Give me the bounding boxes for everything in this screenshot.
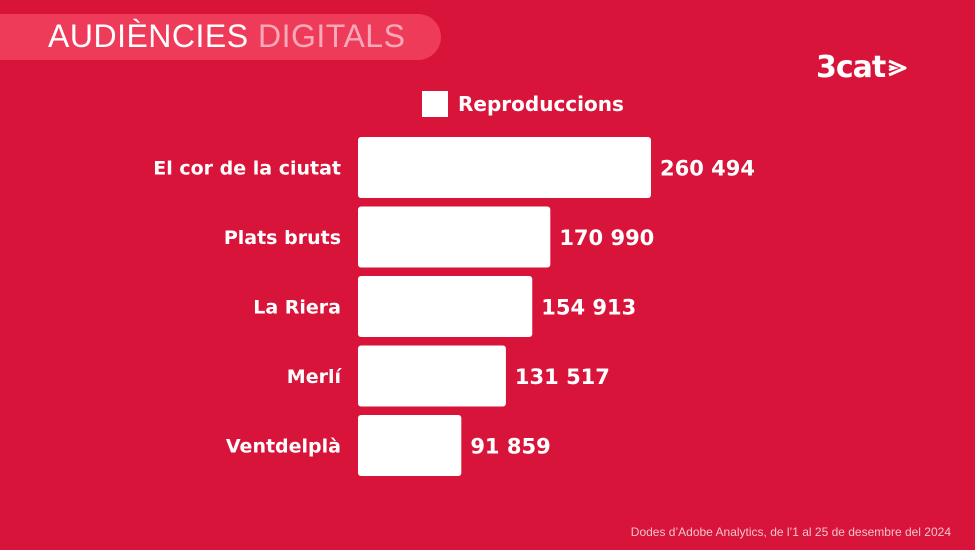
legend-label: Reproduccions (458, 92, 624, 116)
chart-legend: Reproduccions (422, 91, 624, 117)
bar-3 (358, 345, 506, 407)
category-label: Plats bruts (224, 227, 341, 249)
page-title: AUDIÈNCIES DIGITALS (48, 18, 405, 55)
value-label: 131 517 (515, 365, 610, 389)
value-label: 170 990 (559, 226, 654, 250)
bar-1 (358, 206, 551, 268)
value-label: 154 913 (541, 296, 636, 320)
value-label: 260 494 (660, 157, 755, 181)
value-label: 91 859 (470, 435, 550, 459)
bar-0 (358, 137, 651, 198)
title-main: AUDIÈNCIES (48, 18, 249, 54)
source-footnote: Dodes d’Adobe Analytics, de l’1 al 25 de… (630, 525, 951, 539)
category-label: Ventdelplà (226, 436, 341, 458)
logo-text: 3cat (816, 50, 886, 85)
category-label: La Riera (253, 297, 341, 319)
brand-logo: 3cat (816, 50, 909, 85)
bar-4 (358, 415, 462, 476)
category-label: El cor de la ciutat (153, 158, 341, 180)
bar-2 (358, 276, 533, 337)
broadcast-arrow-icon (888, 59, 907, 76)
legend-swatch (422, 91, 448, 117)
title-accent: DIGITALS (257, 18, 406, 54)
category-label: Merlí (287, 366, 343, 388)
title-band (0, 14, 441, 60)
